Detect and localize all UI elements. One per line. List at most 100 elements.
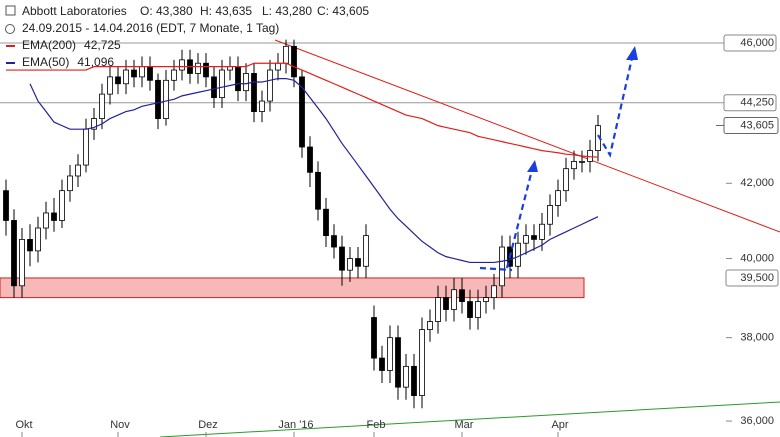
candle-body <box>547 205 553 225</box>
candle-body <box>355 258 361 267</box>
ohlc-value: H: 43,635 <box>200 4 252 18</box>
candle-body <box>315 171 321 210</box>
candle-body <box>531 235 537 240</box>
candle-body <box>51 212 57 221</box>
candle-body <box>451 289 457 310</box>
candle-body <box>571 161 577 170</box>
x-tick-label: Okt <box>15 419 32 431</box>
downtrend-line <box>274 39 780 233</box>
candle-body <box>99 93 105 119</box>
candle-body <box>243 73 249 92</box>
x-tick-label: Apr <box>551 419 568 431</box>
candle-body <box>155 79 161 119</box>
last-price-box <box>723 116 779 134</box>
candle-body <box>467 301 473 318</box>
icon <box>5 5 16 16</box>
candle-body <box>427 321 433 330</box>
candle-body <box>171 69 177 81</box>
legend-label: EMA(50) <box>22 55 69 69</box>
candle-body <box>163 79 169 119</box>
candle-body <box>563 168 569 192</box>
x-tick-label: Mar <box>455 419 474 431</box>
support-trend-line <box>159 401 780 437</box>
forecast-path <box>597 57 634 158</box>
candle-body <box>363 235 369 267</box>
level-label: 39,500 <box>740 272 774 284</box>
candle-body <box>235 66 241 92</box>
candle-body <box>539 223 545 240</box>
y-tick-label: 36,000 <box>740 415 774 427</box>
candle-body <box>483 297 489 302</box>
candle-body <box>523 235 529 244</box>
candle-body <box>259 100 265 112</box>
x-tick-label: Nov <box>110 419 130 431</box>
chart-title: Abbott Laboratories <box>22 4 127 18</box>
candle-body <box>75 164 81 177</box>
candle-body <box>43 212 49 229</box>
candle-body <box>459 289 465 302</box>
forecast-path <box>505 169 534 269</box>
level-label: 46,000 <box>740 37 774 49</box>
ohlc-value: L: 43,280 <box>262 4 312 18</box>
candle-body <box>275 62 281 71</box>
candle-body <box>91 118 97 130</box>
candle-body <box>291 45 297 78</box>
arrow-head <box>527 160 538 172</box>
candle-body <box>435 297 441 322</box>
candle-body <box>443 297 449 310</box>
candle-body <box>27 238 33 252</box>
candle-body <box>347 258 353 271</box>
candle-body <box>491 285 497 299</box>
forecast-arrows <box>479 57 634 272</box>
last-price-label: 43,605 <box>740 119 774 131</box>
candle-body <box>211 76 217 98</box>
x-tick-label: Dez <box>198 419 218 431</box>
candle-body <box>147 66 153 81</box>
candle-body <box>371 317 377 359</box>
ema-line <box>6 62 599 158</box>
candle-body <box>387 337 393 371</box>
candle-body <box>419 329 425 396</box>
candle-body <box>203 62 209 78</box>
candle-body <box>307 146 313 173</box>
level-label-box <box>723 94 777 112</box>
candle-body <box>283 45 289 64</box>
data-layer <box>3 39 601 409</box>
candle-body <box>219 69 225 98</box>
legend-value: 41,096 <box>77 55 114 69</box>
candle-body <box>67 175 73 192</box>
candle-body <box>339 246 345 271</box>
candle-body <box>331 235 337 248</box>
candle-body <box>299 76 305 148</box>
ema-line <box>29 78 599 264</box>
ohlc-value: C: 43,605 <box>317 4 369 18</box>
level-label-box <box>723 34 777 52</box>
legend-label: EMA(200) <box>22 38 76 52</box>
candle-body <box>35 227 41 252</box>
candle-body <box>267 69 273 102</box>
candle-body <box>123 69 129 85</box>
level-label: 44,250 <box>740 97 774 109</box>
candle-body <box>179 59 185 71</box>
label-layer: 46,000 44,250 39,500 43,605 36,000 38,000 40,0… <box>6 34 779 437</box>
candle-body <box>107 76 113 95</box>
candle-body <box>379 357 385 371</box>
candle-body <box>139 66 145 78</box>
chart-subtitle: 24.09.2015 - 14.04.2016 (EDT, 7 Monate, … <box>22 21 279 35</box>
candle-body <box>251 73 257 112</box>
legend-value: 42,725 <box>84 38 121 52</box>
candle-body <box>59 190 65 221</box>
candle-body <box>475 301 481 318</box>
candle-body <box>403 365 409 388</box>
candle-body <box>195 62 201 74</box>
candle-body <box>323 208 329 236</box>
x-tick-label: Feb <box>367 419 386 431</box>
icon <box>5 24 15 34</box>
level-label-box <box>725 269 779 287</box>
x-tick-label: Jan '16 <box>278 419 313 431</box>
candle-body <box>19 238 25 287</box>
candle-body <box>3 190 9 221</box>
candle-body <box>115 76 121 85</box>
candle-body <box>11 220 17 287</box>
